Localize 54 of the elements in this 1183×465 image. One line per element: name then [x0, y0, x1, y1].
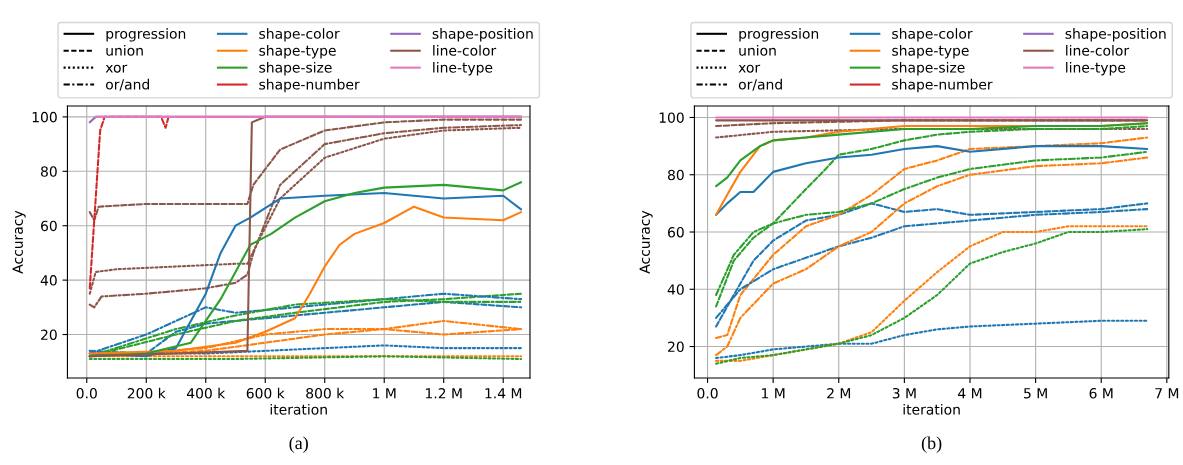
- y-tick-label: 60: [668, 226, 684, 238]
- x-tick-label: 2 M: [827, 388, 851, 399]
- x-tick-label: 1 M: [762, 388, 785, 399]
- x-tick-label: 1.4 M: [485, 388, 522, 399]
- legend-label: shape-size: [259, 61, 332, 76]
- legend-label: line-color: [433, 45, 497, 56]
- y-tick-label: 60: [41, 220, 57, 232]
- legend-label: xor: [105, 64, 128, 73]
- y-tick-label: 40: [40, 275, 57, 286]
- x-tick-label: 0.0: [697, 388, 718, 399]
- x-tick-label: 200 k: [127, 387, 166, 399]
- y-axis-title: Accuracy: [639, 210, 653, 274]
- x-tick-label: 5 M: [1024, 388, 1047, 399]
- y-tick-label: 100: [659, 112, 684, 123]
- y-axis-title: Accuracy: [12, 210, 26, 274]
- y-tick-label: 20: [668, 341, 684, 353]
- x-axis-title: iteration: [903, 403, 960, 415]
- legend-label: progression: [739, 28, 819, 42]
- legend-label: shape-color: [892, 28, 973, 42]
- legend-label: line-color: [1066, 45, 1130, 56]
- legend-label: or/and: [738, 78, 782, 91]
- x-tick-label: 7 M: [1155, 388, 1179, 399]
- y-tick-label: 20: [41, 329, 57, 340]
- legend-label: union: [739, 45, 776, 56]
- legend-label: shape-position: [1065, 28, 1166, 42]
- x-tick-label: 1 M: [373, 388, 396, 399]
- legend-label: or/and: [106, 78, 149, 91]
- legend-label: shape-position: [432, 28, 533, 42]
- legend-label: shape-number: [892, 78, 993, 93]
- y-tick-label: 100: [32, 111, 57, 123]
- x-tick-label: 600 k: [246, 387, 285, 399]
- text: (b): [921, 436, 942, 453]
- legend-label: shape-type: [259, 45, 336, 59]
- x-tick-label: 3 M: [892, 388, 916, 399]
- y-tick-label: 40: [667, 284, 684, 295]
- y-tick-label: 80: [667, 169, 684, 181]
- legend-label: xor: [738, 64, 761, 73]
- x-tick-label: 800 k: [306, 387, 345, 399]
- x-tick-label: 6 M: [1089, 388, 1113, 399]
- legend-label: shape-type: [892, 45, 969, 59]
- legend-label: progression: [106, 28, 186, 42]
- y-tick-label: 80: [40, 166, 57, 177]
- x-axis-title: iteration: [270, 403, 327, 415]
- legend-label: union: [106, 45, 143, 56]
- legend-label: shape-color: [259, 28, 340, 42]
- x-tick-label: 1.2 M: [426, 388, 462, 399]
- text: (a): [289, 436, 308, 453]
- legend-label: shape-number: [259, 78, 360, 93]
- x-tick-label: 0.0: [76, 388, 97, 399]
- x-tick-label: 4 M: [958, 388, 982, 399]
- x-tick-label: 400 k: [186, 387, 226, 399]
- legend-label: shape-size: [892, 61, 965, 76]
- legend-label: line-type: [1066, 61, 1126, 76]
- legend-label: line-type: [433, 61, 493, 76]
